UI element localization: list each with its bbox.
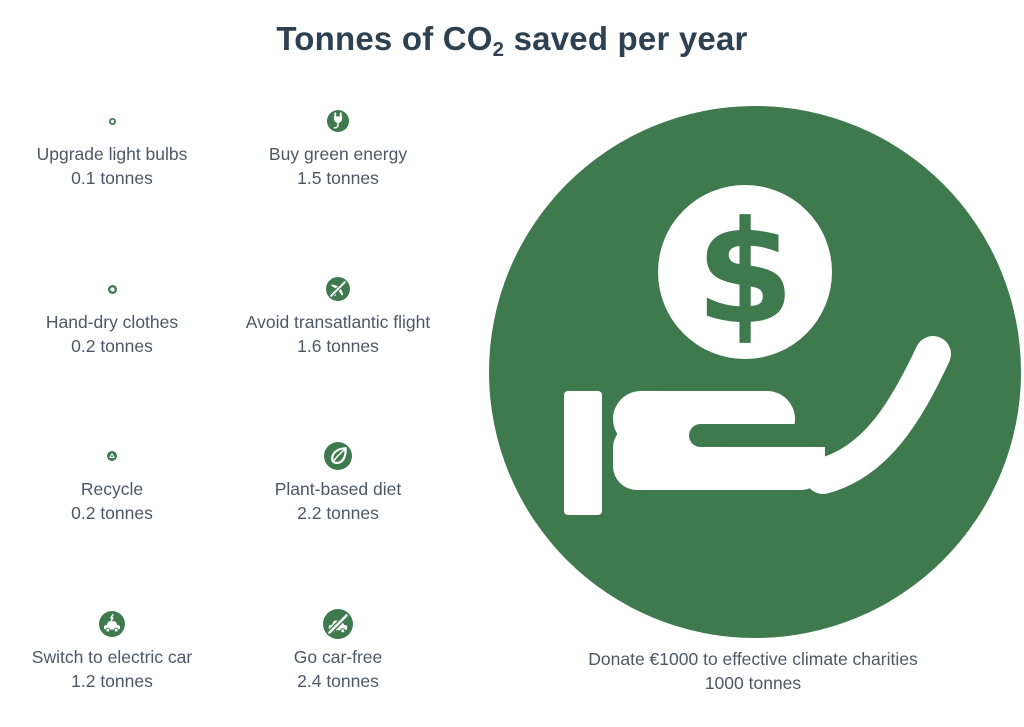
dollar-sign: $	[696, 191, 795, 356]
item-label: Buy green energy	[268, 144, 408, 164]
donation-circle-background	[489, 106, 1021, 638]
item-label: Switch to electric car	[31, 647, 193, 667]
no-flight-icon	[226, 271, 450, 307]
hand-holding-coin-icon: $	[489, 106, 1021, 638]
item-avoid-transatlantic-flight: Avoid transatlantic flight 1.6 tonnes	[226, 271, 450, 358]
title-suffix: saved per year	[504, 20, 748, 57]
item-buy-green-energy: Buy green energy 1.5 tonnes	[226, 103, 450, 190]
title-prefix: Tonnes of CO	[276, 20, 493, 57]
thumb-slot	[689, 424, 839, 447]
item-hand-dry-clothes: Hand-dry clothes 0.2 tonnes	[0, 271, 224, 358]
light-bulb-dot-icon	[0, 103, 224, 139]
item-value: 0.2 tonnes	[71, 335, 153, 356]
green-energy-plug-icon	[226, 103, 450, 139]
item-value: 2.2 tonnes	[297, 502, 379, 523]
item-value: 2.4 tonnes	[297, 670, 379, 691]
item-label: Recycle	[80, 479, 144, 499]
donation-label: Donate €1000 to effective climate charit…	[588, 649, 918, 669]
recycle-icon	[0, 438, 224, 474]
arm-sweep	[805, 336, 951, 494]
item-value: 0.2 tonnes	[71, 502, 153, 523]
item-value: 1.2 tonnes	[71, 670, 153, 691]
item-value: 0.1 tonnes	[71, 167, 153, 188]
item-value: 1.5 tonnes	[297, 167, 379, 188]
electric-car-icon	[0, 606, 224, 642]
item-plant-based-diet: Plant-based diet 2.2 tonnes	[226, 438, 450, 525]
item-switch-to-electric-car: Switch to electric car 1.2 tonnes	[0, 606, 224, 693]
clothes-dot-icon	[0, 271, 224, 307]
sleeve-cuff	[564, 391, 602, 515]
item-label: Go car-free	[293, 647, 383, 667]
leaf-icon	[226, 438, 450, 474]
item-go-car-free: Go car-free 2.4 tonnes	[226, 606, 450, 693]
coin-icon	[658, 185, 832, 359]
donation-value: 1000 tonnes	[704, 672, 802, 693]
item-label: Hand-dry clothes	[45, 312, 179, 332]
no-car-icon	[226, 606, 450, 642]
item-value: 1.6 tonnes	[297, 335, 379, 356]
item-label: Upgrade light bulbs	[36, 144, 188, 164]
item-label: Plant-based diet	[274, 479, 402, 499]
page-title: Tonnes of CO2 saved per year	[0, 20, 1024, 61]
item-label: Avoid transatlantic flight	[245, 312, 431, 332]
item-upgrade-light-bulbs: Upgrade light bulbs 0.1 tonnes	[0, 103, 224, 190]
title-subscript: 2	[492, 37, 505, 61]
donation-caption: Donate €1000 to effective climate charit…	[497, 648, 1009, 695]
item-recycle: Recycle 0.2 tonnes	[0, 438, 224, 525]
